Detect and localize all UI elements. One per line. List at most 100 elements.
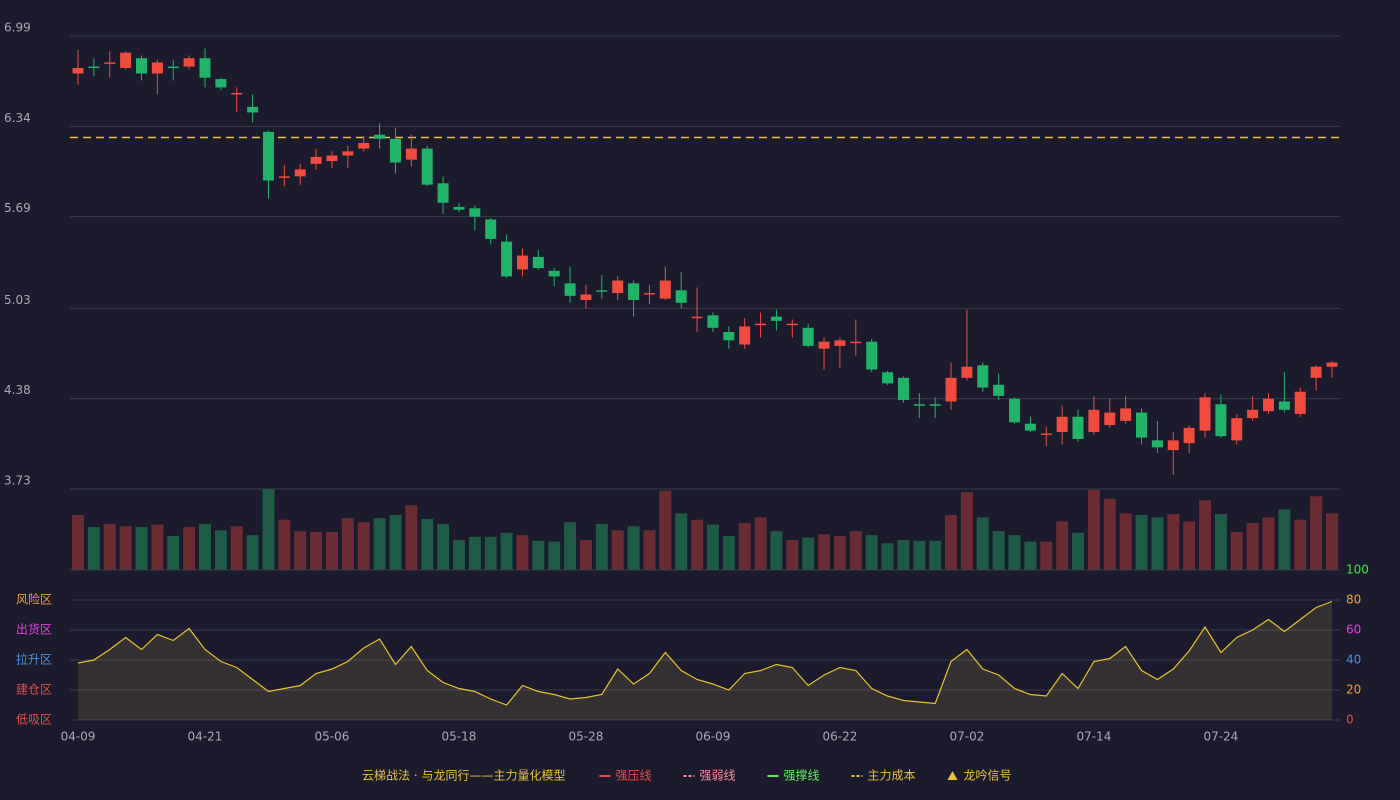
volume-bar [627,526,640,570]
volume-bar [706,524,719,570]
candle-body [1183,427,1195,444]
volume-bar [278,519,291,570]
candle-body [659,280,671,299]
candle-body [120,52,132,68]
candle-body [1310,366,1322,378]
candle-body [993,384,1005,396]
volume-bar [325,531,338,570]
candle-body [929,404,941,406]
candle-body [834,340,846,346]
volume-bar [421,518,434,570]
candle-body [548,270,560,277]
volume-bar [532,540,545,570]
volume-bar [1199,500,1212,570]
candle-body [882,372,894,384]
candle-body [897,377,909,401]
volume-bar [198,523,211,570]
candle-body [739,326,751,345]
volume-bar [1310,496,1323,570]
candle-body [755,323,767,326]
volume-bar [564,522,577,570]
candle-body [1278,401,1290,410]
x-tick-label: 04-21 [188,730,223,744]
volume-bar [548,541,561,570]
volume-bar [849,531,862,570]
volume-bar [611,530,624,570]
candle-body [818,341,830,349]
volume-bar [1072,532,1085,570]
legend-label: 强撑线 [783,768,819,783]
candle-body [532,256,544,269]
x-tick-label: 05-06 [315,730,350,744]
indicator-line [77,600,1333,706]
volume-bar [484,536,497,570]
volume-bar [579,540,592,570]
x-tick-label: 04-09 [61,730,96,744]
volume-bar [1326,513,1338,570]
candle-body [342,151,354,156]
candle-body [866,341,878,370]
y2-tick-label: 40 [1346,653,1361,667]
candle-body [850,341,862,344]
legend-title: 云梯战法 · 与龙同行——主力量化模型 [362,769,565,783]
volume-bar [738,523,751,570]
legend-label: 强压线 [615,769,651,783]
volume-bar [1008,535,1021,570]
candle-body [485,219,497,239]
volume-bar [833,535,846,570]
volume-bar [945,514,958,570]
candle-body [310,156,322,164]
x-tick-label: 07-14 [1076,730,1111,744]
candle-body [1136,412,1148,438]
candle-body [707,315,719,328]
volume-bar [103,523,116,570]
candle-body [278,176,290,178]
candle-body [1151,440,1163,448]
volume-bar [1103,498,1116,570]
volume-bar [770,531,783,570]
y2-tick-label: 80 [1346,593,1361,607]
y-tick-label: 3.73 [4,474,31,488]
candle-body [326,155,338,162]
volume-bar [691,519,704,570]
volume-bar [818,534,831,570]
zone-label: 建仓区 [16,683,52,697]
volume-bar [151,524,164,570]
volume-bar [992,531,1005,570]
legend-label: 龙吟信号 [964,768,1012,783]
volume-bar [468,536,481,570]
candle-body [501,241,513,277]
volume-bar [1183,521,1196,570]
zone-label: 出货区 [16,622,52,637]
volume-bar [389,514,402,570]
candle-body [167,66,179,69]
volume-bar [1040,541,1053,570]
candle-body [262,131,274,181]
candle-body [1072,416,1084,439]
candle-body [786,323,798,326]
volume-bar [1056,521,1069,570]
y2-tick-label: 20 [1346,683,1361,697]
candle-body [1167,440,1179,451]
candle-body [1326,362,1338,367]
volume-bar [167,535,180,570]
volume-bar [341,518,354,570]
volume-bar [659,490,672,570]
candle-body [945,377,957,402]
candle-body [1024,423,1036,431]
candle-body [453,206,465,210]
zone-label: 低吸区 [16,713,52,727]
volume-bar [1294,519,1307,570]
candle-body [374,134,386,139]
volume-bar [437,523,450,570]
candle-body [977,365,989,388]
volume-bar [516,535,529,570]
candle-body [135,58,147,74]
candle-body [1199,397,1211,431]
y2-tick-label: 100 [1346,563,1369,577]
volume-bar [72,514,84,570]
volume-bar [881,543,894,570]
candle-body [802,327,814,346]
